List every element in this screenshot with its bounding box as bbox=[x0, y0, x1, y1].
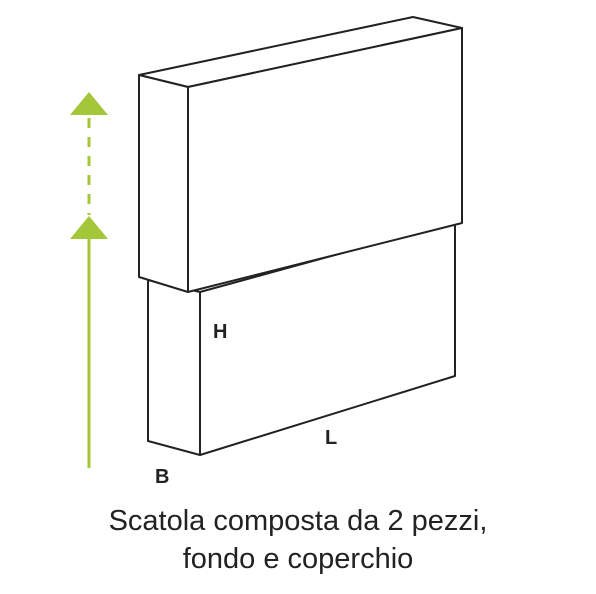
arrow-head-lower bbox=[70, 216, 108, 239]
length-label: L bbox=[325, 427, 337, 449]
caption-line-1: Scatola composta da 2 pezzi, bbox=[108, 505, 488, 537]
height-label: H bbox=[213, 321, 227, 343]
width-label: B bbox=[155, 466, 169, 488]
lid-front-face bbox=[187, 27, 463, 293]
bottom-side-face bbox=[147, 279, 201, 456]
lid-side-face bbox=[138, 74, 189, 293]
caption-line-2: fondo e coperchio bbox=[182, 543, 414, 575]
arrow-head-upper bbox=[70, 92, 108, 115]
box-lid bbox=[138, 16, 463, 293]
lift-arrow bbox=[70, 92, 108, 468]
caption: Scatola composta da 2 pezzi, fondo e cop… bbox=[0, 502, 596, 578]
